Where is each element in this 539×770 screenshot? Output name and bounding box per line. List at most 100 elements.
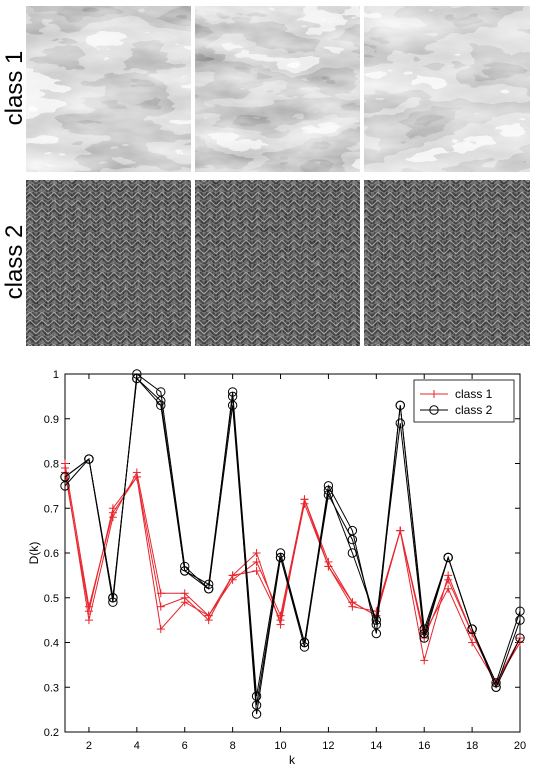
data-point-plus — [468, 638, 477, 647]
legend: class 1 class 2 — [413, 379, 515, 423]
data-point-circle — [60, 472, 70, 482]
series-line — [64, 472, 521, 684]
data-point-circle — [227, 400, 238, 411]
data-point-circle — [347, 525, 358, 536]
data-point-plus — [204, 616, 213, 625]
class-1-image-3 — [364, 6, 530, 172]
x-tick-label: 12 — [322, 740, 334, 752]
x-axis-label: k — [289, 753, 296, 767]
class-1-texture-images — [26, 6, 530, 172]
data-point-circle — [227, 387, 238, 397]
data-point-circle — [491, 682, 501, 692]
x-tick-label: 4 — [134, 740, 140, 752]
data-point-circle — [251, 709, 262, 719]
data-point-plus — [156, 625, 165, 634]
class-2-image-2-noise — [195, 180, 360, 346]
x-tick-label: 20 — [514, 740, 526, 752]
data-point-circle — [299, 637, 310, 648]
x-tick-label: 8 — [230, 740, 236, 752]
data-point-circle — [429, 405, 439, 415]
data-point-plus — [61, 459, 69, 468]
data-point-circle — [180, 566, 190, 576]
data-point-plus — [228, 571, 237, 580]
data-point-plus — [276, 616, 285, 625]
data-point-circle — [227, 391, 238, 402]
data-point-circle — [275, 552, 286, 563]
y-tick-label: 0.8 — [44, 459, 59, 471]
data-point-plus — [252, 566, 261, 575]
axis-ticks: 2 4 6 8 10 12 14 16 18 20 0.2 0.3 0.4 0.5 0.6 0.7 0.8 0.9… — [44, 369, 526, 752]
y-tick-label: 0.3 — [44, 682, 59, 694]
data-point-circle — [275, 548, 286, 558]
y-axis-label: D(k) — [27, 542, 41, 565]
data-point-circle — [419, 633, 429, 643]
x-tick-label: 18 — [466, 740, 478, 752]
data-point-plus — [84, 616, 93, 625]
y-tick-label: 0.7 — [44, 503, 59, 515]
data-point-circle — [467, 624, 477, 634]
x-tick-label: 14 — [370, 740, 382, 752]
data-point-plus — [132, 472, 141, 481]
data-point-plus — [444, 584, 453, 593]
y-tick-label: 0.9 — [44, 414, 59, 426]
x-tick-label: 6 — [182, 740, 188, 752]
data-point-circle — [419, 628, 429, 639]
data-point-plus — [396, 526, 405, 535]
data-point-circle — [251, 700, 262, 710]
row-label-class-1: class 1 — [1, 51, 28, 126]
data-point-circle — [323, 490, 334, 500]
data-point-circle — [371, 619, 382, 630]
data-point-plus — [348, 598, 357, 607]
series-line — [64, 377, 521, 706]
data-point-circle — [108, 597, 118, 607]
data-point-circle — [108, 593, 118, 603]
data-point-plus — [180, 593, 189, 602]
y-tick-label: 0.2 — [44, 727, 59, 739]
row-label-class-2: class 2 — [1, 225, 28, 300]
data-point-plus — [84, 602, 93, 611]
x-tick-label: 10 — [274, 740, 286, 752]
class-2-texture-images — [26, 180, 530, 346]
data-point-circle — [156, 400, 166, 411]
series-6 — [60, 373, 525, 710]
legend-label: class 1 — [455, 387, 493, 401]
line-chart: 2 4 6 8 10 12 14 16 18 20 0.2 0.3 0.4 0.5 0.6 0.7 0.8 0.9… — [27, 369, 526, 767]
data-point-plus — [324, 562, 333, 571]
data-point-plus — [420, 656, 429, 665]
data-point-circle — [395, 400, 405, 411]
legend-label: class 2 — [455, 403, 493, 417]
plot-frame — [64, 373, 521, 733]
data-point-circle — [371, 628, 382, 639]
data-point-plus — [300, 499, 309, 508]
series-3 — [61, 459, 524, 687]
data-point-circle — [84, 454, 94, 464]
data-point-circle — [347, 534, 358, 545]
data-point-plus — [252, 549, 261, 557]
data-point-circle — [395, 418, 405, 428]
data-point-plus — [156, 602, 165, 611]
class-2-image-3-noise — [364, 180, 530, 346]
class-2-image-1-noise — [26, 180, 191, 346]
data-point-plus — [444, 575, 453, 584]
data-point-circle — [60, 481, 70, 491]
y-tick-label: 1 — [53, 369, 59, 381]
class-1-image-2 — [195, 6, 360, 172]
data-point-circle — [203, 584, 214, 594]
series-line — [64, 463, 521, 684]
series-layer — [60, 369, 525, 719]
data-point-circle — [443, 552, 453, 563]
data-point-plus — [252, 557, 261, 566]
data-point-plus — [430, 390, 438, 398]
y-tick-label: 0.4 — [44, 638, 59, 650]
data-point-circle — [515, 615, 525, 625]
data-point-circle — [156, 387, 166, 397]
data-point-plus — [108, 508, 117, 517]
data-point-circle — [299, 642, 310, 652]
x-tick-label: 16 — [418, 740, 430, 752]
legend-box — [413, 379, 515, 423]
data-point-circle — [515, 633, 525, 643]
data-point-circle — [515, 606, 525, 616]
y-tick-label: 0.6 — [44, 548, 59, 560]
x-tick-label: 2 — [86, 740, 92, 752]
